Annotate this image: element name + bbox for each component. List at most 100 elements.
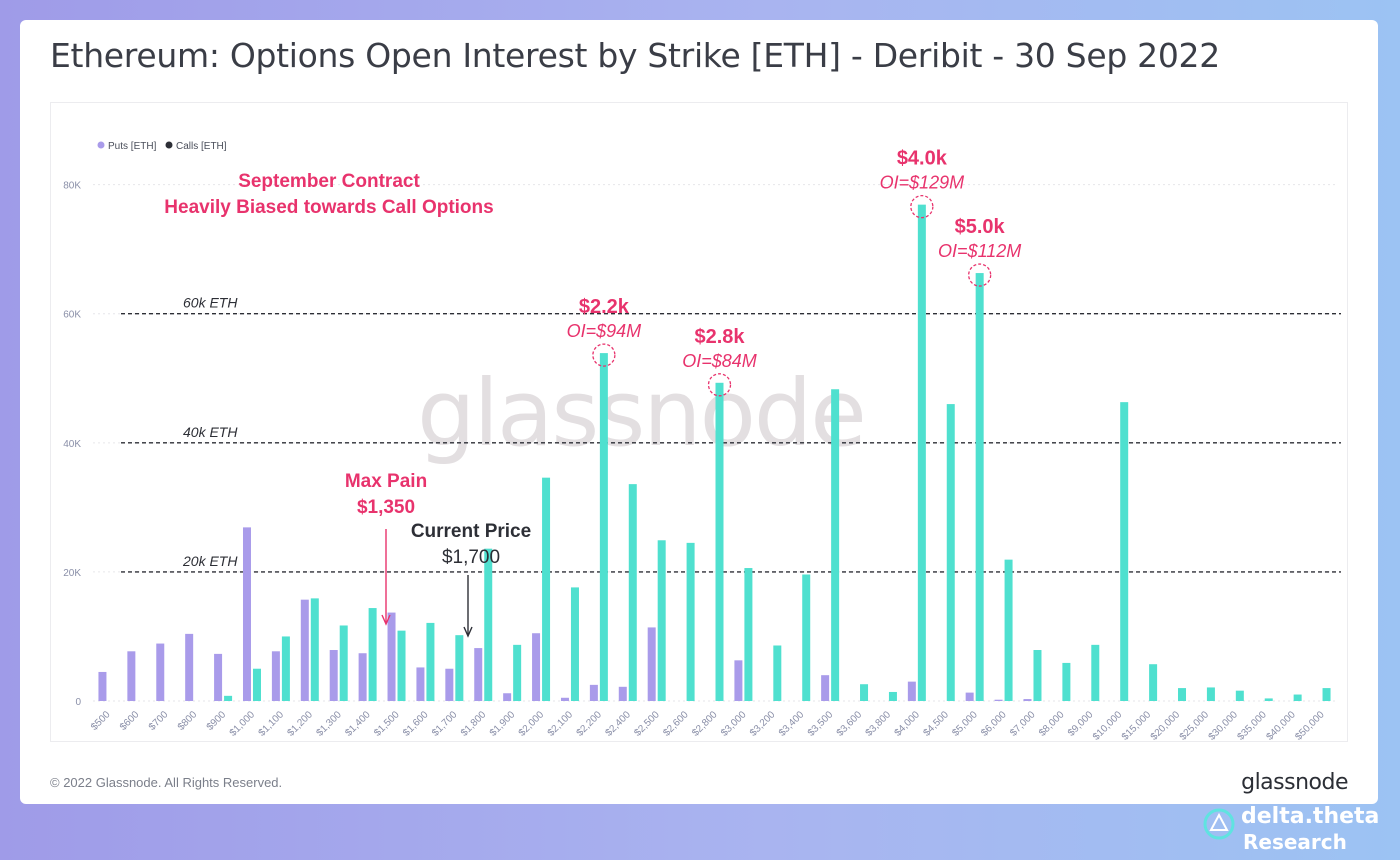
x-tick-label: $800 <box>176 709 200 733</box>
bar-calls <box>1235 690 1244 701</box>
bar-calls <box>1062 662 1071 701</box>
current-price-title: Current Price <box>411 521 531 542</box>
bar-calls <box>975 273 984 701</box>
glassnode-logo: glassnode <box>1241 770 1348 795</box>
x-tick-label: $700 <box>147 709 171 733</box>
bar-puts <box>560 697 569 701</box>
bar-calls <box>252 668 261 701</box>
bar-calls <box>599 353 608 701</box>
bar-calls <box>224 695 233 701</box>
bar-calls <box>1004 559 1013 701</box>
x-tick-label: $3,800 <box>864 709 894 739</box>
bar-calls <box>281 636 290 701</box>
bar-puts <box>821 675 830 701</box>
bar-puts <box>965 692 974 701</box>
x-tick-label: $20,000 <box>1149 709 1183 743</box>
x-tick-label: $6,000 <box>979 709 1009 739</box>
x-tick-label: $3,600 <box>835 709 865 739</box>
bar-puts <box>907 681 916 701</box>
x-tick-label: $4,000 <box>893 709 923 739</box>
bar-puts <box>416 667 425 701</box>
x-tick-label: $2,000 <box>517 709 547 739</box>
x-tick-label: $600 <box>118 709 142 733</box>
current-price-value: $1,700 <box>442 547 500 568</box>
x-tick-label: $35,000 <box>1236 709 1270 743</box>
bar-puts <box>734 660 743 701</box>
bar-puts <box>242 527 251 701</box>
open-interest-chart: glassnode 0 20K 40K 60K 80K 20k ETH 40k ETH 60k … <box>63 141 1341 743</box>
legend-marker <box>97 141 105 149</box>
bar-calls <box>1322 688 1331 701</box>
bar-calls <box>946 404 955 701</box>
x-tick-label: $30,000 <box>1207 709 1241 743</box>
bar-puts <box>300 599 309 701</box>
bar-puts <box>589 684 598 701</box>
x-tick-label: $1,800 <box>459 709 489 739</box>
x-tick-label: $2,100 <box>546 709 576 739</box>
x-tick-label: $1,500 <box>372 709 402 739</box>
bar-puts <box>329 650 338 701</box>
bar-calls <box>513 644 522 701</box>
peak-highlight-ring <box>592 343 616 367</box>
bar-puts <box>503 693 512 701</box>
x-tick-label: $2,200 <box>575 709 605 739</box>
x-tick-label: $2,600 <box>661 709 691 739</box>
legend-label: Puts [ETH] <box>108 141 157 152</box>
bar-calls <box>802 574 811 701</box>
bar-calls <box>1033 650 1042 701</box>
bar-calls <box>831 389 840 701</box>
x-tick-label: $1,100 <box>257 709 287 739</box>
x-tick-label: $3,000 <box>719 709 749 739</box>
bar-puts <box>214 653 223 701</box>
x-tick-label: $900 <box>205 709 229 733</box>
x-tick-label: $3,500 <box>806 709 836 739</box>
headline-annotation: Heavily Biased towards Call Options <box>164 197 493 218</box>
x-tick-label: $2,800 <box>690 709 720 739</box>
y-tick-label: 80K <box>63 181 81 192</box>
bar-calls <box>455 635 464 701</box>
x-tick-label: $1,000 <box>228 709 258 739</box>
headline-annotation: September Contract <box>238 171 420 192</box>
x-tick-label: $3,400 <box>777 709 807 739</box>
y-tick-label: 20K <box>63 568 81 579</box>
bar-calls <box>426 622 435 701</box>
bar-puts <box>1023 699 1032 701</box>
peak-highlight-ring <box>707 373 732 397</box>
reference-line-label: 40k ETH <box>183 424 238 440</box>
bar-puts <box>474 648 483 701</box>
bar-puts <box>647 627 656 701</box>
copyright-text: © 2022 Glassnode. All Rights Reserved. <box>50 775 283 790</box>
x-tick-label: $3,200 <box>748 709 778 739</box>
x-tick-label: $10,000 <box>1091 709 1125 743</box>
peak-oi-label: OI=$129M <box>880 173 965 193</box>
bar-calls <box>1293 694 1302 701</box>
bar-calls <box>397 630 406 701</box>
y-tick-label: 60K <box>63 310 81 321</box>
bar-calls <box>542 477 551 701</box>
bar-puts <box>358 653 367 701</box>
bar-calls <box>657 540 666 701</box>
chart-frame: glassnode 0 20K 40K 60K 80K 20k ETH 40k ETH 60k … <box>50 102 1348 743</box>
x-tick-label: $500 <box>89 709 113 733</box>
bar-calls <box>715 382 724 701</box>
x-tick-label: $50,000 <box>1293 709 1327 743</box>
credit-subtitle: Research <box>1243 830 1347 854</box>
bar-calls <box>310 598 319 701</box>
watermark-text: glassnode <box>417 360 865 467</box>
bar-calls <box>1091 644 1100 701</box>
x-tick-label: $1,400 <box>343 709 373 739</box>
x-tick-label: $1,900 <box>488 709 518 739</box>
page-title: Ethereum: Options Open Interest by Strik… <box>50 36 1220 75</box>
bar-puts <box>185 633 194 701</box>
x-tick-label: $4,500 <box>921 709 951 739</box>
legend-label: Calls [ETH] <box>176 141 227 152</box>
bar-puts <box>156 643 165 701</box>
bar-calls <box>1120 402 1129 701</box>
max-pain-arrowhead <box>381 614 391 626</box>
peak-oi-label: OI=$94M <box>567 321 642 341</box>
bar-calls <box>368 608 377 701</box>
bar-puts <box>271 651 280 701</box>
x-tick-label: $7,000 <box>1008 709 1038 739</box>
bar-calls <box>1178 688 1187 701</box>
x-tick-label: $25,000 <box>1178 709 1212 743</box>
